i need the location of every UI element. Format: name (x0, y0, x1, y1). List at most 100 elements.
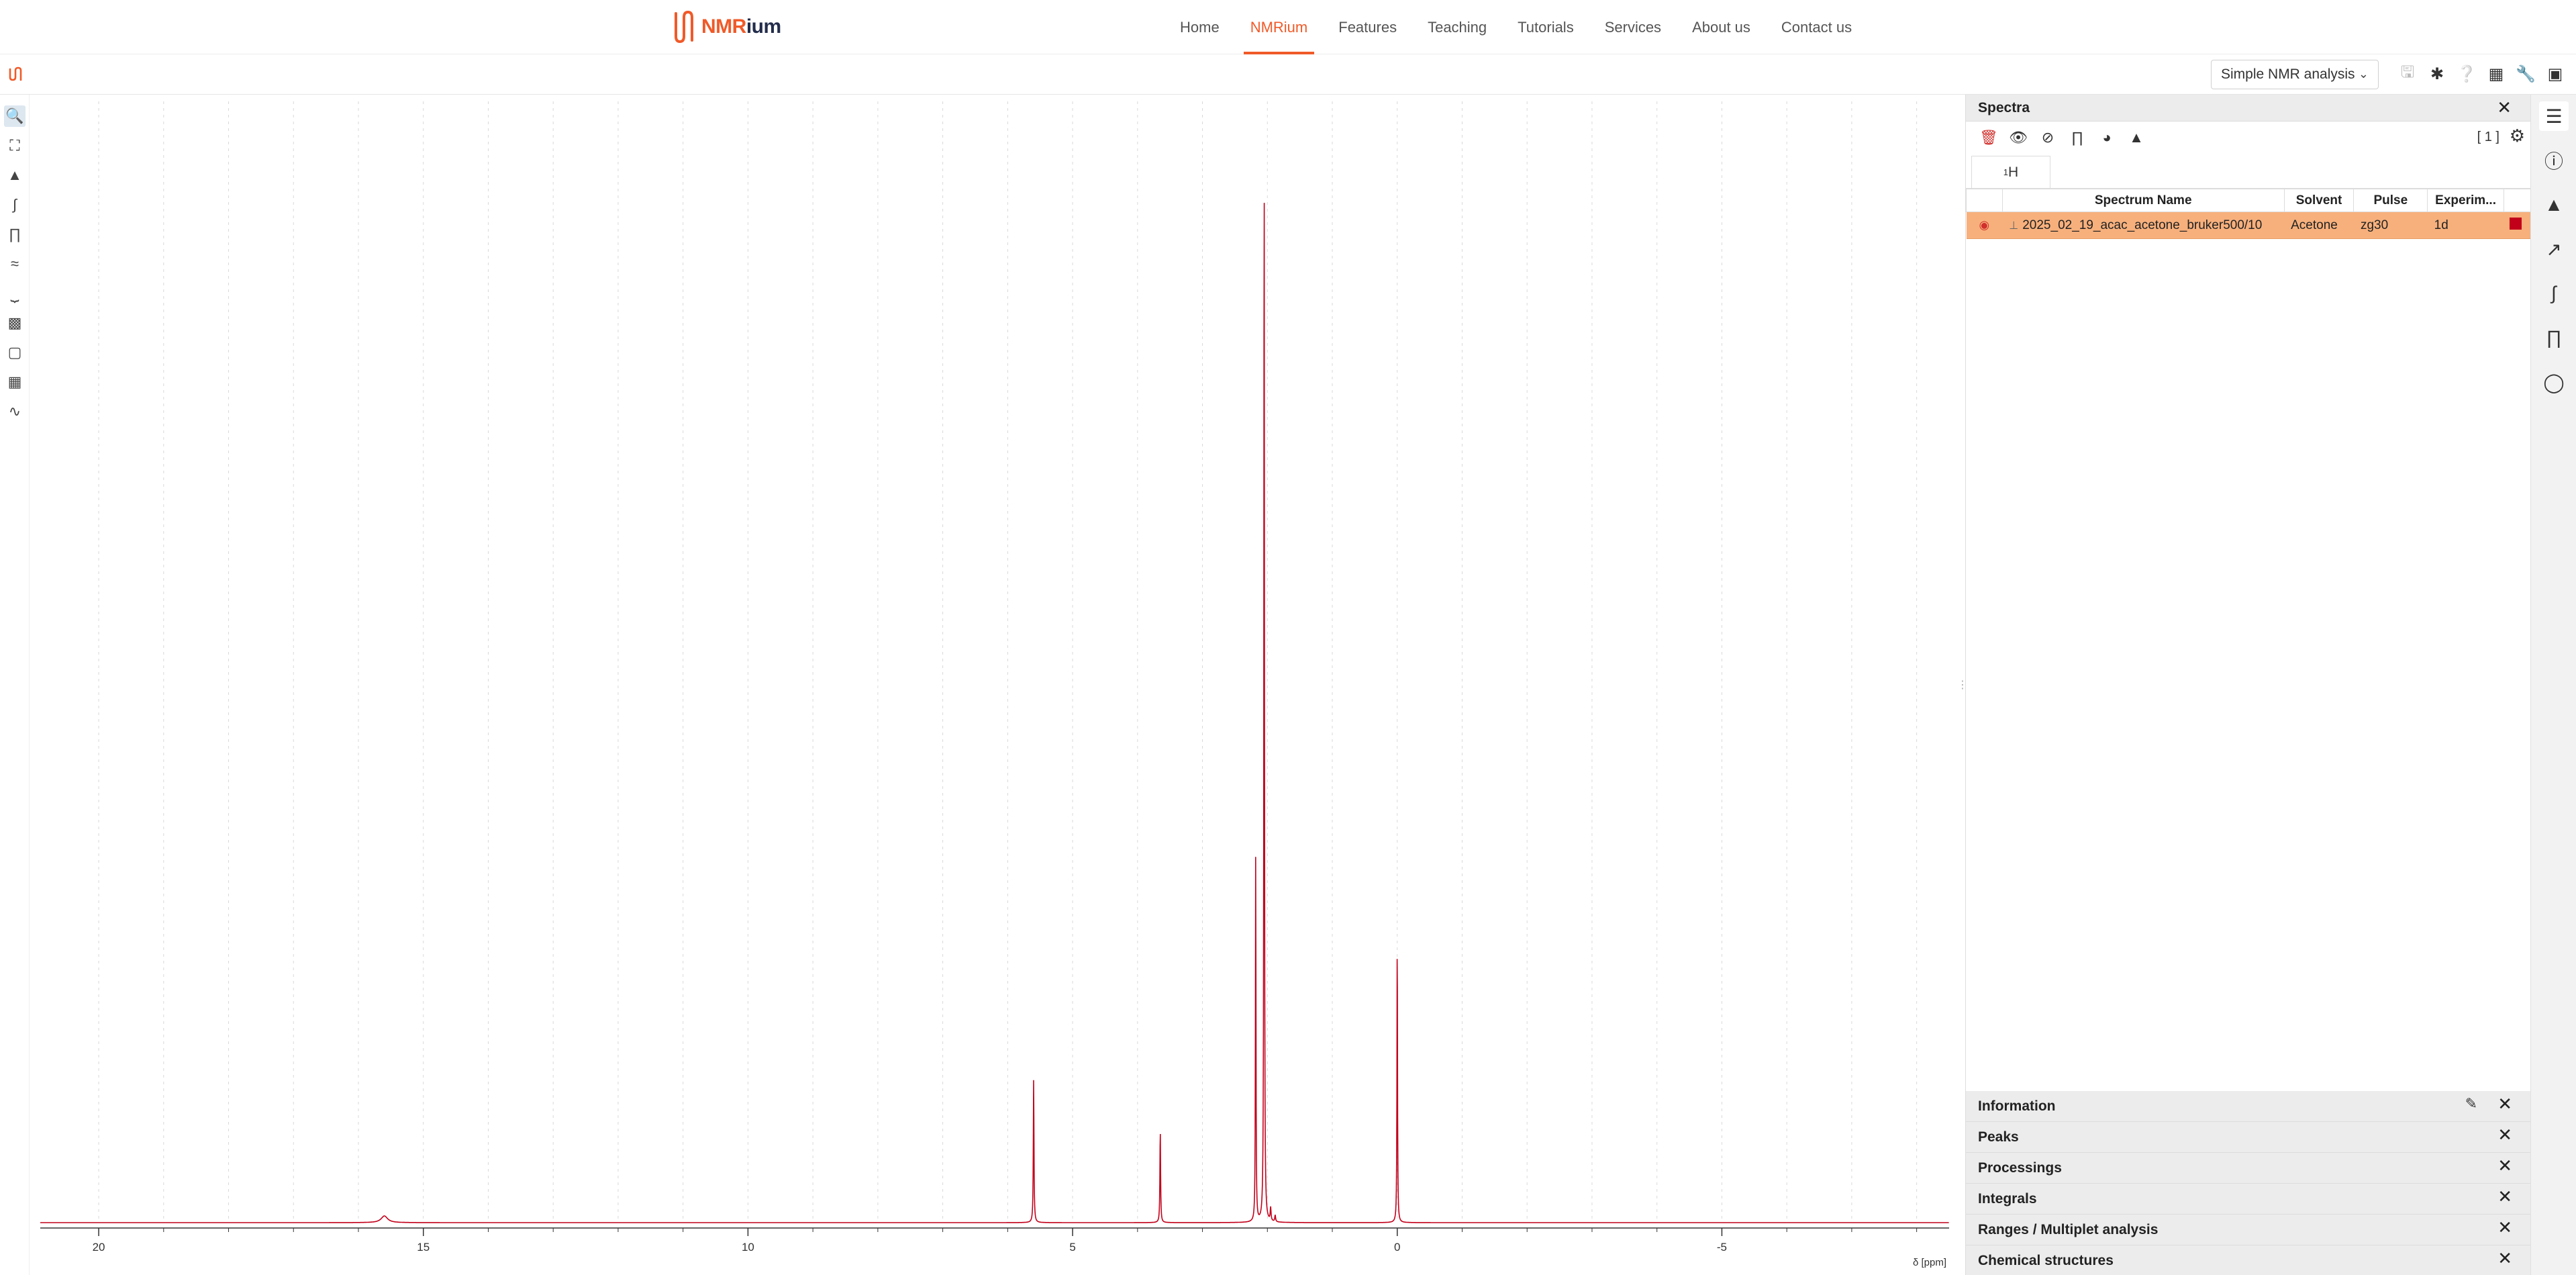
panel-peaks-title: Peaks (1978, 1129, 2019, 1145)
fullscreen-icon[interactable]: ⛶ (9, 137, 20, 154)
nav-nmrium[interactable]: NMRium (1235, 0, 1324, 54)
nav-services[interactable]: Services (1604, 18, 1662, 36)
hide-all-icon[interactable]: ⊘ (2041, 129, 2054, 146)
color-swatch[interactable] (2509, 217, 2522, 230)
table-icon[interactable]: ☰ (2539, 101, 2569, 131)
col-visibility (1966, 189, 2003, 212)
peaks-icon[interactable]: ▲ (2544, 194, 2563, 215)
nav-tutorials[interactable]: Tutorials (1518, 18, 1574, 36)
close-icon[interactable]: ✕ (2497, 1125, 2512, 1145)
molecule-icon[interactable]: ◯ (2543, 371, 2565, 393)
panel-chemical-structures-title: Chemical structures (1978, 1252, 2114, 1268)
nav-about-us[interactable]: About us (1692, 18, 1750, 36)
nmrium-logo[interactable]: NMRium (673, 8, 781, 46)
close-icon[interactable]: ✕ (2497, 1217, 2512, 1237)
workspace-select[interactable]: Simple NMR analysis ⌄ (2211, 60, 2379, 89)
table-row[interactable]: ◉ ⊥ 2025_02_19_acac_acetone_bruker500/10 … (1966, 211, 2531, 239)
zoom-icon[interactable]: 🔍 (4, 105, 26, 127)
app-icons: 🖫 ✱ ❔ ▦ 🔧 ▣ (2396, 62, 2567, 85)
col-pulse[interactable]: Pulse (2353, 189, 2428, 212)
nav-contact-us[interactable]: Contact us (1781, 18, 1852, 36)
wrench-icon[interactable]: 🔧 (2516, 64, 2536, 83)
col-spectrum-name[interactable]: Spectrum Name (2001, 189, 2285, 212)
show-all-icon[interactable]: 👁 (2009, 129, 2028, 146)
spectra-toolbar: 🗑 👁 ⊘ ∏ ◕ ▲ [ 1 ] ⚙ (1966, 122, 2530, 154)
spectrum-peak (1395, 930, 1399, 934)
close-icon[interactable]: ✕ (2497, 1155, 2512, 1176)
nmrium-logo-icon (675, 10, 693, 44)
spectra-panel-header[interactable]: Spectra ✕ (1966, 95, 2530, 122)
spectrum-svg[interactable]: 20 15 10 5 0 -5 δ [ppm] (30, 95, 1960, 1275)
panel-integrals[interactable]: Integrals ✕ (1966, 1184, 2531, 1215)
col-experiment[interactable]: Experim... (2427, 189, 2505, 212)
multiplet-icon[interactable]: ∏ (2071, 129, 2084, 146)
multiplet-icon[interactable]: ∏ (2546, 327, 2562, 348)
multiplet-analysis-icon[interactable]: ∏ (8, 226, 21, 242)
col-solvent[interactable]: Solvent (2283, 189, 2355, 212)
close-icon[interactable]: ✕ (2497, 1186, 2512, 1207)
right-icon-rail: ☰ ⓘ ▲ ↗ ∫ ∏ ◯ (2530, 95, 2576, 1275)
spectrum-peak (1032, 1078, 1036, 1082)
edit-icon[interactable]: ✎ (2465, 1095, 2477, 1112)
app-logo-icon[interactable] (8, 65, 26, 83)
window-icon[interactable]: ▣ (2547, 64, 2563, 83)
spectrum-experiment: 1d (2427, 211, 2504, 239)
spectrum-peak (1262, 102, 1266, 106)
spectrum-peak (1269, 1207, 1273, 1211)
save-icon[interactable]: 🖫 (2400, 62, 2415, 81)
spectrum-1d-icon: ⊥ (2009, 220, 2019, 232)
spectrum-name: 2025_02_19_acac_acetone_bruker500/10 (2022, 218, 2263, 232)
x-tick-label: 5 (1069, 1241, 1075, 1254)
panel-information[interactable]: Information ✎ ✕ (1966, 1091, 2531, 1122)
zero-filling-icon[interactable]: ≈ (10, 255, 19, 272)
palette-icon[interactable]: ◕ (2102, 129, 2112, 146)
nav-features[interactable]: Features (1338, 18, 1397, 36)
x-tick-label: 10 (742, 1241, 754, 1254)
close-icon[interactable]: ✕ (2497, 97, 2512, 117)
spectra-panel-title: Spectra (1978, 99, 2030, 115)
panel-chemical-structures[interactable]: Chemical structures ✕ (1966, 1245, 2531, 1275)
nav-links: Home NMRium Features Teaching Tutorials … (1165, 0, 1867, 54)
fft-icon[interactable]: ∿ (8, 403, 21, 420)
phase-correction-icon[interactable]: ▩ (7, 314, 22, 331)
baseline-icon[interactable]: ⏟ (10, 285, 19, 301)
panel-processings[interactable]: Processings ✕ (1966, 1153, 2531, 1184)
col-color (2504, 189, 2531, 212)
export-icon[interactable]: ▦ (2488, 64, 2504, 83)
info-icon[interactable]: ⓘ (2544, 151, 2563, 172)
bug-icon[interactable]: ✱ (2430, 64, 2444, 83)
close-icon[interactable]: ✕ (2497, 1094, 2512, 1114)
site-navbar: NMRium Home NMRium Features Teaching Tut… (0, 0, 2576, 54)
accordion-panels: Information ✎ ✕ Peaks ✕ Processings ✕ In… (1966, 1091, 2531, 1275)
integral-icon[interactable]: ∫ (2551, 283, 2557, 303)
x-tick-label: 0 (1394, 1241, 1400, 1254)
spectra-count: [ 1 ] (2477, 130, 2499, 144)
close-icon[interactable]: ✕ (2497, 1248, 2512, 1268)
gear-icon[interactable]: ⚙ (2509, 126, 2525, 146)
chart-icon[interactable]: ↗ (2546, 238, 2562, 260)
integral-icon[interactable]: ∫ (12, 196, 17, 213)
x-tick-label: -5 (1717, 1241, 1727, 1254)
export-spectrum-icon[interactable]: ▢ (7, 344, 22, 361)
peak-picking-icon[interactable]: ▲ (7, 167, 22, 183)
panel-ranges[interactable]: Ranges / Multiplet analysis ✕ (1966, 1215, 2531, 1245)
delete-icon[interactable]: 🗑 (1979, 129, 1998, 146)
compare-icon[interactable]: ▦ (7, 373, 22, 390)
tool-column: 🔍 ⛶ ▲ ∫ ∏ ≈ ⏟ ▩ ▢ ▦ ∿ (0, 95, 30, 1275)
logo-text: NMRium (701, 15, 781, 38)
panel-peaks[interactable]: Peaks ✕ (1966, 1122, 2531, 1153)
nav-home[interactable]: Home (1180, 18, 1220, 36)
splitter-handle[interactable]: ⋮ (1957, 679, 1968, 691)
spectrum-plot[interactable]: 20 15 10 5 0 -5 δ [ppm] (30, 95, 1960, 1275)
panel-integrals-title: Integrals (1978, 1190, 2037, 1207)
color-fill-icon[interactable]: ▲ (2129, 129, 2144, 146)
x-axis-label: δ [ppm] (1913, 1257, 1946, 1268)
eye-icon[interactable]: ◉ (1979, 218, 1990, 232)
help-icon[interactable]: ❔ (2457, 64, 2477, 83)
x-tick-label: 15 (417, 1241, 430, 1254)
spectrum-solvent: Acetone (2284, 211, 2354, 239)
nav-teaching[interactable]: Teaching (1428, 18, 1487, 36)
